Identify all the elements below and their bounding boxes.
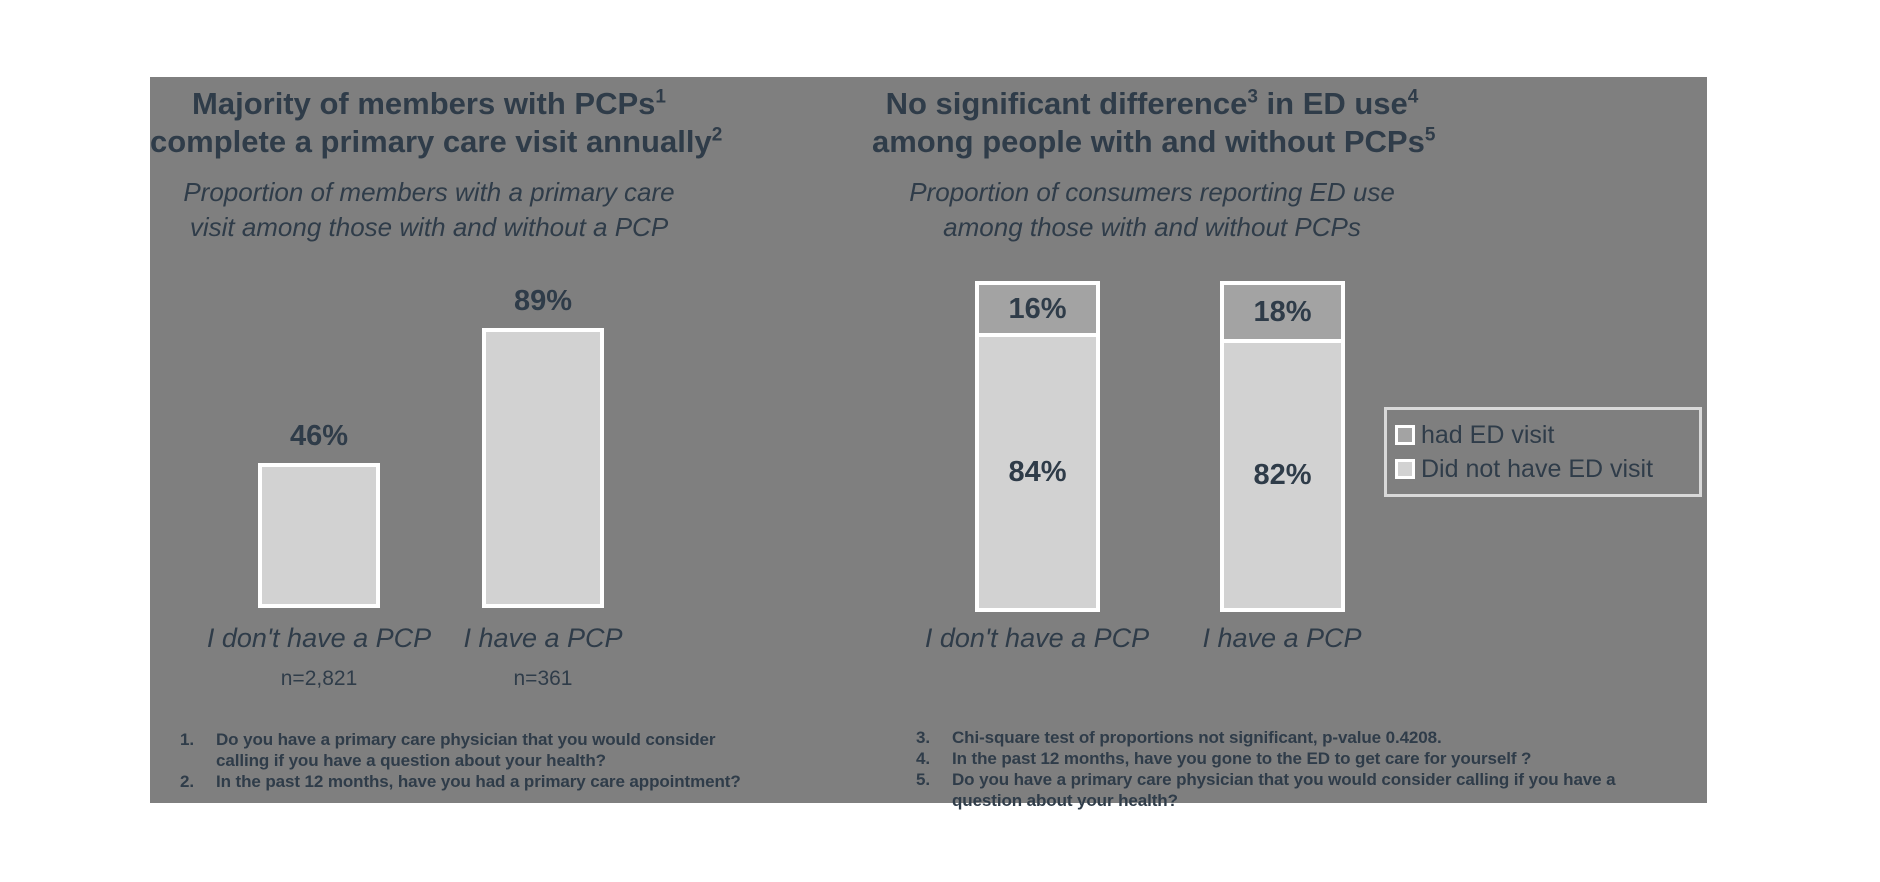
footnote-5: 5. Do you have a primary care physician … xyxy=(916,769,1652,811)
bar-value-label: 89% xyxy=(513,285,573,317)
right-panel-header: No significant difference3 in ED use4 am… xyxy=(872,85,1436,245)
left-bar-group-has-pcp: 89% xyxy=(482,285,604,608)
segment-no-ed-visit: 84% xyxy=(979,337,1096,608)
segment-value-label: 16% xyxy=(1008,292,1067,325)
bar-value-label: 46% xyxy=(289,420,349,452)
footnote-number: 4. xyxy=(916,749,930,768)
left-subtitle-line2: visit among those with and without a PCP xyxy=(189,212,669,242)
legend-label: had ED visit xyxy=(1421,420,1555,449)
bar-has-pcp xyxy=(482,328,604,608)
left-category-label-has-pcp: I have a PCP xyxy=(463,623,623,653)
segment-had-ed-visit: 16% xyxy=(979,285,1096,337)
stacked-bar-has-pcp: 18% 82% xyxy=(1220,281,1345,612)
left-subtitle-line1: Proportion of members with a primary car… xyxy=(183,177,675,207)
footnote-text: Do you have a primary care physician tha… xyxy=(216,730,716,770)
footnote-text: In the past 12 months, have you had a pr… xyxy=(216,772,741,791)
footnote-text: Do you have a primary care physician tha… xyxy=(952,770,1616,810)
footnote-3: 3. Chi-square test of proportions not si… xyxy=(916,727,1652,748)
footnote-2: 2. In the past 12 months, have you had a… xyxy=(180,771,761,792)
right-chart-title: No significant difference3 in ED use4 am… xyxy=(872,85,1436,161)
slide: Majority of members with PCPs1 complete … xyxy=(150,77,1707,810)
title-superscript: 5 xyxy=(1424,124,1436,146)
left-title-line2: complete a primary care visit annually2 xyxy=(150,124,723,159)
legend-item-no-ed-visit: Did not have ED visit xyxy=(1395,455,1699,484)
footnote-4: 4. In the past 12 months, have you gone … xyxy=(916,748,1652,769)
title-superscript: 2 xyxy=(711,124,723,146)
footnote-number: 2. xyxy=(180,772,194,791)
segment-no-ed-visit: 82% xyxy=(1224,343,1341,608)
legend: had ED visit Did not have ED visit xyxy=(1384,407,1702,497)
title-superscript: 4 xyxy=(1407,86,1419,108)
right-title-line2: among people with and without PCPs5 xyxy=(872,124,1436,159)
segment-value-label: 82% xyxy=(1253,459,1312,491)
footnote-text: In the past 12 months, have you gone to … xyxy=(952,749,1532,768)
left-chart-subtitle: Proportion of members with a primary car… xyxy=(150,175,708,245)
stacked-bar-no-pcp: 16% 84% xyxy=(975,281,1100,612)
legend-item-had-ed-visit: had ED visit xyxy=(1395,421,1699,450)
footnote-number: 5. xyxy=(916,770,930,789)
right-subtitle-line1: Proportion of consumers reporting ED use xyxy=(909,177,1395,207)
right-subtitle-line2: among those with and without PCPs xyxy=(943,212,1361,242)
sample-size-label: n=361 xyxy=(513,667,573,690)
right-title-line1: No significant difference3 in ED use4 xyxy=(885,86,1419,121)
right-category-label-no-pcp: I don't have a PCP xyxy=(924,623,1150,653)
right-footnotes: 3. Chi-square test of proportions not si… xyxy=(916,727,1652,811)
legend-swatch-no-ed-visit xyxy=(1395,459,1415,479)
footnote-number: 3. xyxy=(916,728,930,747)
left-footnotes: 1. Do you have a primary care physician … xyxy=(180,729,761,792)
right-category-label-has-pcp: I have a PCP xyxy=(1202,623,1362,653)
left-bar-group-no-pcp: 46% xyxy=(258,420,380,608)
left-panel-header: Majority of members with PCPs1 complete … xyxy=(150,85,723,245)
bar-no-pcp xyxy=(258,463,380,608)
footnote-number: 1. xyxy=(180,730,194,749)
segment-value-label: 18% xyxy=(1253,295,1312,328)
title-superscript: 3 xyxy=(1247,86,1258,108)
sample-size-label: n=2,821 xyxy=(280,667,358,690)
left-category-label-no-pcp: I don't have a PCP xyxy=(206,623,432,653)
footnote-text: Chi-square test of proportions not signi… xyxy=(952,728,1442,747)
segment-had-ed-visit: 18% xyxy=(1224,285,1341,343)
legend-swatch-had-ed-visit xyxy=(1395,425,1415,445)
right-chart-subtitle: Proportion of consumers reporting ED use… xyxy=(872,175,1432,245)
legend-label: Did not have ED visit xyxy=(1421,454,1654,483)
footnote-1: 1. Do you have a primary care physician … xyxy=(180,729,761,771)
title-superscript: 1 xyxy=(655,86,666,108)
left-title-line1: Majority of members with PCPs1 xyxy=(192,86,666,121)
segment-value-label: 84% xyxy=(1008,456,1067,488)
left-chart-title: Majority of members with PCPs1 complete … xyxy=(150,85,723,161)
